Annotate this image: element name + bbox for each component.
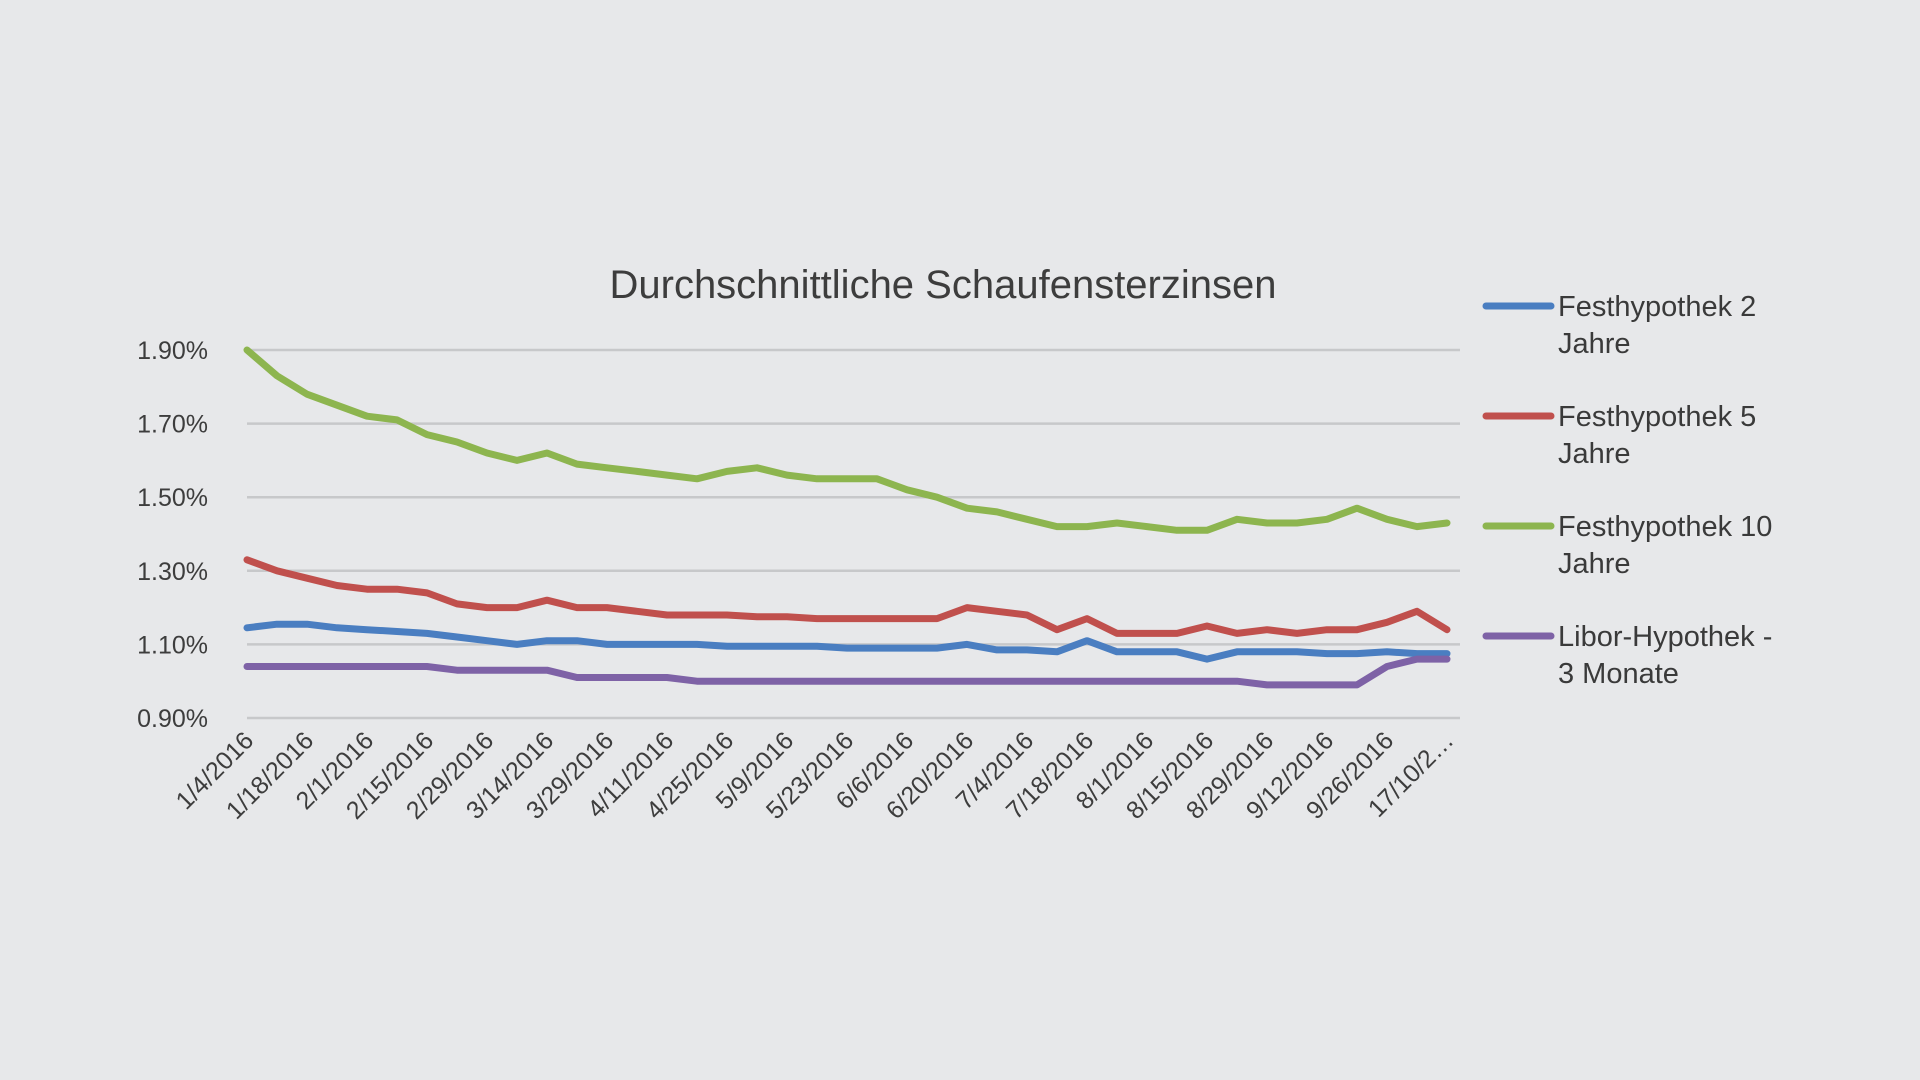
x-axis-tick-labels: 1/4/20161/18/20162/1/20162/15/20162/29/2… xyxy=(171,726,1460,824)
series-line-1 xyxy=(243,620,1451,663)
chart-title: Durchschnittliche Schaufensterzinsen xyxy=(609,263,1276,307)
legend-label: Festhypothek 2 xyxy=(1558,291,1756,323)
legend-label: Festhypothek 10 xyxy=(1558,511,1772,543)
y-axis-tick-labels: 0.90% 1.10% 1.30% 1.50% 1.70% 1.90% xyxy=(137,337,208,733)
y-tick-label: 1.90% xyxy=(137,337,208,365)
series-line-4 xyxy=(243,655,1451,689)
legend-label: Libor-Hypothek - xyxy=(1558,621,1772,653)
y-tick-label: 1.70% xyxy=(137,411,208,439)
series-line-3 xyxy=(243,346,1451,534)
legend: Festhypothek 2 Jahre Festhypothek 5 Jahre Fe… xyxy=(1482,291,1772,690)
legend-label: 3 Monate xyxy=(1558,658,1679,690)
legend-label: Jahre xyxy=(1558,328,1631,360)
y-tick-label: 1.30% xyxy=(137,558,208,586)
series-lines xyxy=(243,346,1451,689)
y-tick-label: 0.90% xyxy=(137,705,208,733)
y-tick-label: 1.10% xyxy=(137,631,208,659)
series-line-2 xyxy=(243,556,1451,637)
y-tick-label: 1.50% xyxy=(137,484,208,512)
legend-label: Jahre xyxy=(1558,548,1631,580)
legend-label: Jahre xyxy=(1558,438,1631,470)
legend-label: Festhypothek 5 xyxy=(1558,401,1756,433)
gridlines xyxy=(247,348,1460,720)
